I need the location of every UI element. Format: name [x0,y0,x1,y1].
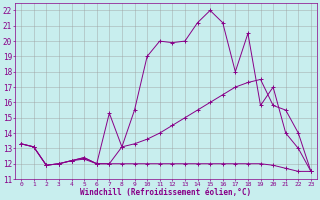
X-axis label: Windchill (Refroidissement éolien,°C): Windchill (Refroidissement éolien,°C) [80,188,252,197]
